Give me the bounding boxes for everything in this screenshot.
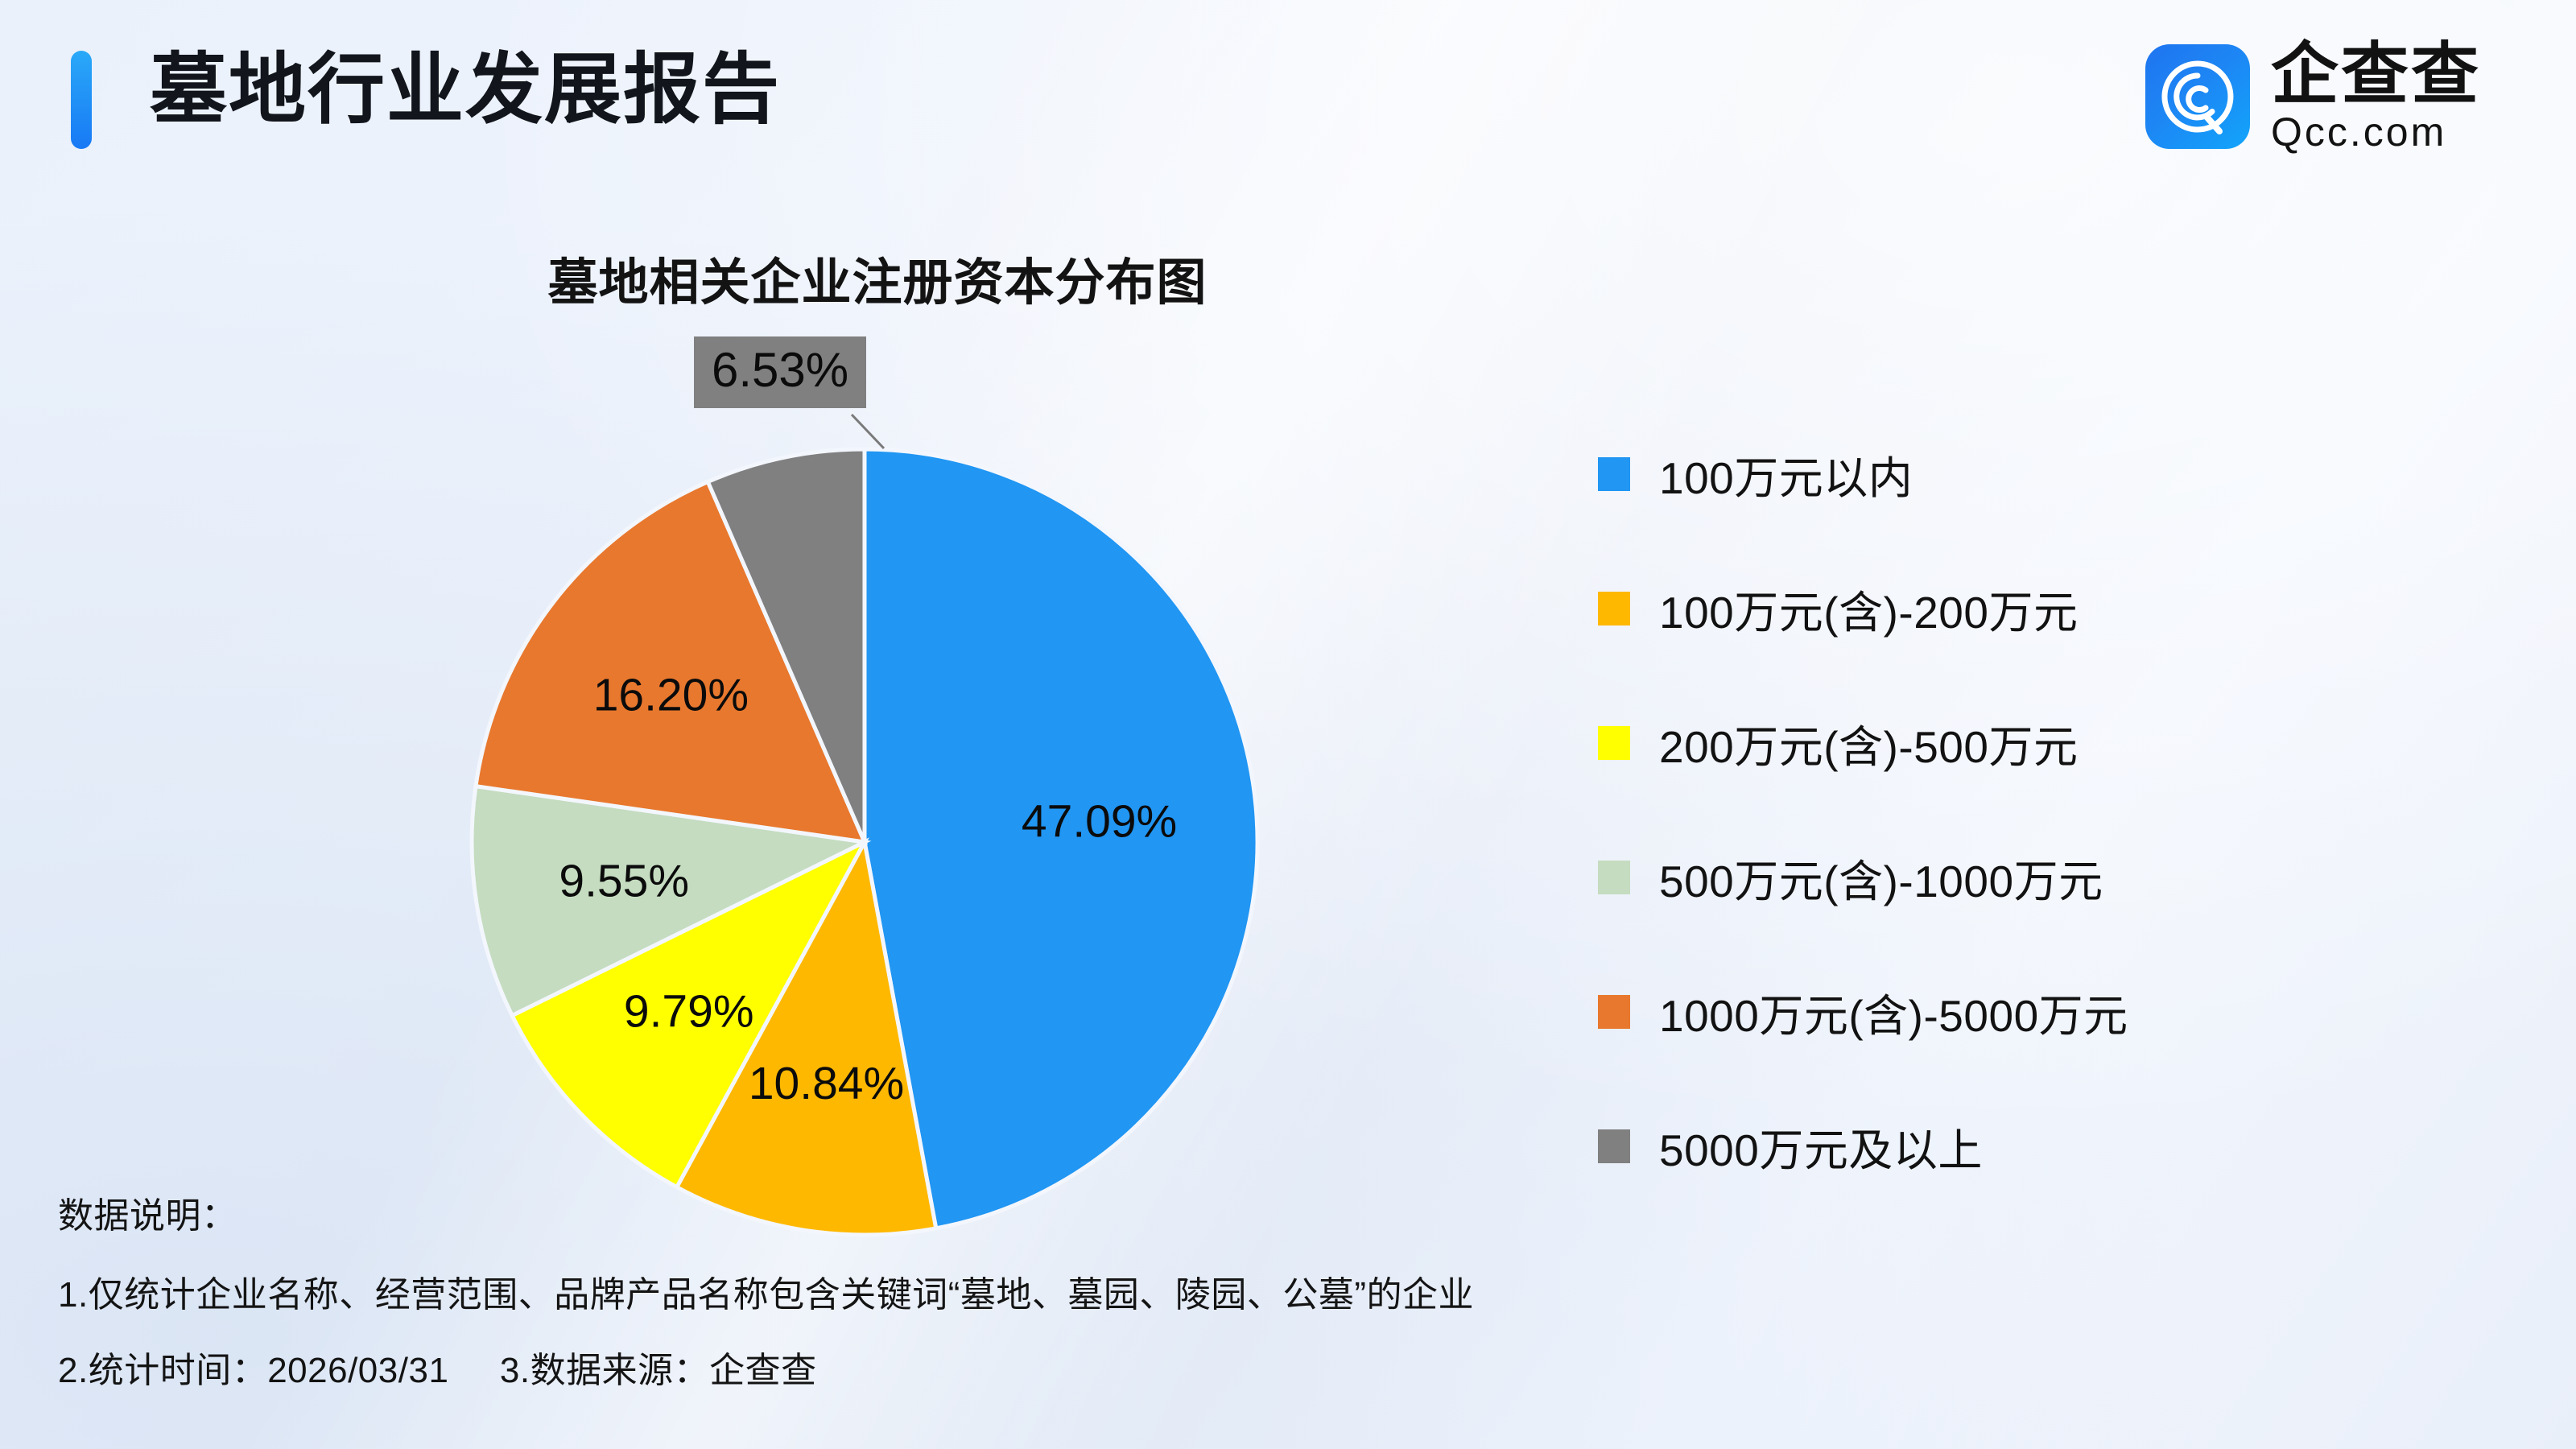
legend-label-3: 500万元(含)-1000万元 [1659, 857, 2103, 906]
notes-line-1: 1.仅统计企业名称、经营范围、品牌产品名称包含关键词“墓地、墓园、陵园、公墓”的… [58, 1275, 1474, 1315]
qcc-logo[interactable]: 企查查 Qcc.com [2145, 39, 2481, 153]
legend-item-4[interactable]: 1000万元(含)-5000万元 [1598, 979, 2128, 1045]
chart-title: 墓地相关企业注册资本分布图 [0, 242, 2576, 314]
legend-label-0: 100万元以内 [1659, 453, 1913, 503]
legend-item-2[interactable]: 200万元(含)-500万元 [1598, 710, 2128, 776]
page-header: 墓地行业发展报告 企查查 Qcc.com [0, 0, 2576, 201]
pie-slice-label-3: 9.55% [559, 855, 689, 906]
pie-slice-4[interactable] [473, 479, 869, 845]
pie-slice-2[interactable] [509, 837, 869, 1191]
chart-title-text: 墓地相关企业注册资本分布图 [547, 255, 1208, 311]
qcc-logo-name-cn: 企查查 [2270, 36, 2481, 113]
slice-callout-5000-and-above: 6.53% [694, 336, 867, 408]
qcc-logo-text: 企查查 Qcc.com [2271, 39, 2481, 154]
legend-item-5[interactable]: 5000万元及以上 [1598, 1113, 2128, 1179]
notes-line-2: 2.统计时间：2026/03/31 3.数据来源：企查查 [58, 1341, 1990, 1393]
pie-slice-0[interactable] [862, 447, 1260, 1231]
pie-chart-svg: 47.09% 10.84% 9.79% 9.55% 16.20% [469, 447, 1260, 1237]
page-title: 墓地行业发展报告 [150, 47, 781, 133]
callout-leader-line [850, 413, 886, 450]
legend-item-0[interactable]: 100万元以内 [1598, 441, 2128, 507]
legend-label-5: 5000万元及以上 [1659, 1125, 1983, 1175]
legend-item-3[interactable]: 500万元(含)-1000万元 [1598, 844, 2128, 910]
pie-slice-1[interactable] [674, 836, 939, 1237]
pie-chart: 47.09% 10.84% 9.79% 9.55% 16.20% [469, 447, 1260, 1237]
legend-swatch-icon-0 [1598, 457, 1630, 491]
notes-data-source: 3.数据来源：企查查 [499, 1351, 817, 1390]
legend-item-1[interactable]: 100万元(含)-200万元 [1598, 576, 2128, 642]
chart-legend: 100万元以内 100万元(含)-200万元 200万元(含)-500万元 50… [1598, 441, 2128, 1179]
pie-slice-label-1: 10.84% [749, 1058, 904, 1109]
notes-statistic-date: 2.统计时间：2026/03/31 [58, 1351, 449, 1390]
legend-swatch-icon-4 [1598, 995, 1630, 1029]
legend-label-2: 200万元(含)-500万元 [1659, 722, 2079, 772]
legend-swatch-icon-3 [1598, 861, 1630, 894]
pie-slice-label-0: 47.09% [1022, 795, 1177, 847]
qcc-logo-name-en: Qcc.com [2270, 109, 2447, 155]
pie-slice-5[interactable] [705, 447, 867, 843]
legend-swatch-icon-5 [1598, 1129, 1630, 1163]
pie-slice-3[interactable] [469, 783, 872, 1018]
legend-swatch-icon-1 [1598, 592, 1630, 625]
qcc-q-target-icon [2145, 44, 2250, 149]
pie-slice-label-4: 16.20% [593, 670, 749, 721]
legend-label-4: 1000万元(含)-5000万元 [1659, 991, 2128, 1041]
title-accent-bar [71, 51, 92, 149]
data-notes: 数据说明： 1.仅统计企业名称、经营范围、品牌产品名称包含关键词“墓地、墓园、陵… [58, 1187, 1990, 1393]
legend-label-1: 100万元(含)-200万元 [1659, 588, 2079, 638]
notes-heading: 数据说明： [58, 1196, 237, 1236]
pie-slice-label-2: 9.79% [624, 986, 754, 1038]
legend-swatch-icon-2 [1598, 726, 1630, 760]
